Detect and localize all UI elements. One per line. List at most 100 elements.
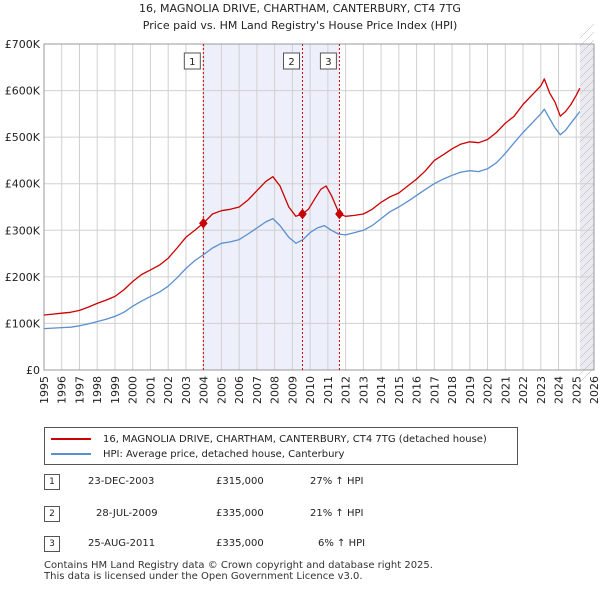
legend-label-hpi: HPI: Average price, detached house, Cant… [103, 448, 345, 460]
sale-date: 28-JUL-2009 [96, 508, 158, 519]
hatch-line [579, 151, 595, 167]
x-tick-label: 2017 [428, 376, 441, 404]
hatch-line [579, 215, 595, 231]
x-tick-label: 2002 [162, 376, 175, 404]
hatch-line [579, 111, 595, 127]
sale-row: 2 28-JUL-2009 £335,000 21% ↑ HPI [44, 506, 404, 522]
x-tick-label: 2015 [393, 376, 406, 404]
x-tick-label: 2007 [251, 376, 264, 404]
hatch-line [579, 135, 595, 151]
x-tick-label: 2025 [570, 376, 583, 404]
x-tick-label: 2023 [535, 376, 548, 404]
chart-subtitle: Price paid vs. HM Land Registry's House … [143, 19, 458, 32]
sale-date: 23-DEC-2003 [88, 476, 155, 487]
shaded-region [203, 44, 340, 370]
chart-title: 16, MAGNOLIA DRIVE, CHARTHAM, CANTERBURY… [139, 2, 461, 15]
x-tick-label: 2014 [375, 376, 388, 404]
hatch-line [579, 351, 595, 367]
hatch-line [579, 119, 595, 135]
hatch-line [579, 63, 595, 79]
plot-area: £0 £100K £200K £300K £400K £500K £600K £700K 199… [5, 23, 600, 404]
x-tick-label: 2009 [286, 376, 299, 404]
x-tick-label: 2004 [198, 376, 211, 404]
x-tick-label: 2024 [553, 376, 566, 404]
hatch-line [579, 295, 595, 311]
hatch-line [579, 335, 595, 351]
y-tick-label: £0 [26, 364, 40, 377]
sale-price: £335,000 [216, 508, 264, 519]
sale-row: 1 23-DEC-2003 £315,000 27% ↑ HPI [44, 474, 404, 490]
series-line [43, 108, 581, 330]
legend-swatch-hpi [51, 453, 91, 455]
x-tick-label: 2011 [322, 376, 335, 404]
x-tick-label: 1998 [91, 376, 104, 404]
sale-marker-point [199, 217, 208, 229]
hatch-line [579, 207, 595, 223]
hatch-line [579, 263, 595, 279]
hatch-line [579, 279, 595, 295]
hatch-line [579, 47, 595, 63]
legend-label-property: 16, MAGNOLIA DRIVE, CHARTHAM, CANTERBURY… [103, 433, 487, 445]
x-tick-label: 1996 [56, 376, 69, 404]
hatch-line [579, 231, 595, 247]
footer-line-copyright: Contains HM Land Registry data © Crown c… [44, 560, 433, 571]
x-tick-label: 2008 [269, 376, 282, 404]
plot-border [43, 43, 595, 371]
sale-number-badge: 1 [44, 474, 60, 490]
sale-row: 3 25-AUG-2011 £335,000 6% ↑ HPI [44, 536, 404, 552]
price-chart: 16, MAGNOLIA DRIVE, CHARTHAM, CANTERBURY… [5, 2, 600, 404]
x-tick-label: 2021 [499, 376, 512, 404]
hatch-line [579, 287, 595, 303]
x-tick-label: 2012 [340, 376, 353, 404]
hatch-line [579, 183, 595, 199]
hatch-line [579, 247, 595, 263]
x-tick-label: 1995 [38, 376, 51, 404]
footer-attribution: Contains HM Land Registry data © Crown c… [44, 560, 433, 582]
x-tick-label: 2001 [144, 376, 157, 404]
legend-swatch-property [51, 438, 91, 440]
sale-marker-label: 2 [288, 57, 294, 68]
sale-hpi-change: 21% ↑ HPI [310, 508, 364, 519]
y-tick-label: £200K [5, 271, 41, 284]
hatch-line [579, 95, 595, 111]
hatch-line [579, 327, 595, 343]
sale-marker-box [283, 52, 300, 70]
hatch-line [579, 359, 595, 375]
footer-line-licence: This data is licensed under the Open Gov… [44, 571, 363, 582]
x-tick-label: 2022 [517, 376, 530, 404]
x-tick-label: 2026 [588, 376, 600, 404]
hatch-line [579, 319, 595, 335]
hatch-line [579, 71, 595, 87]
y-tick-label: £600K [5, 85, 41, 98]
x-tick-label: 2006 [233, 376, 246, 404]
x-tick-label: 2005 [215, 376, 228, 404]
sale-hpi-change: 27% ↑ HPI [310, 476, 364, 487]
hatch-line [579, 167, 595, 183]
legend-item-hpi: HPI: Average price, detached house, Cant… [51, 447, 344, 461]
hatch-line [579, 143, 595, 159]
x-tick-label: 2010 [304, 376, 317, 404]
hatch-line [579, 239, 595, 255]
x-tick-label: 2019 [464, 376, 477, 404]
sale-marker-label: 1 [189, 57, 195, 68]
hatch-line [579, 79, 595, 95]
sale-price: £315,000 [216, 476, 264, 487]
y-tick-label: £100K [5, 317, 41, 330]
sale-marker-box [319, 52, 337, 70]
sale-marker-box [183, 52, 201, 70]
sale-marker-point [335, 208, 344, 220]
sale-number-badge: 2 [44, 506, 60, 522]
sale-date: 25-AUG-2011 [88, 538, 156, 549]
x-tick-label: 2018 [446, 376, 459, 404]
x-tick-label: 2003 [180, 376, 193, 404]
x-tick-label: 2020 [482, 376, 495, 404]
sale-marker-label: 3 [325, 57, 331, 68]
x-tick-label: 1997 [73, 376, 86, 404]
hatch-line [579, 127, 595, 143]
hatch-line [579, 191, 595, 207]
y-tick-label: £700K [5, 38, 41, 51]
x-tick-label: 2000 [127, 376, 140, 404]
sale-number-badge: 3 [44, 536, 60, 552]
hatch-line [579, 103, 595, 119]
y-tick-label: £500K [5, 131, 41, 144]
